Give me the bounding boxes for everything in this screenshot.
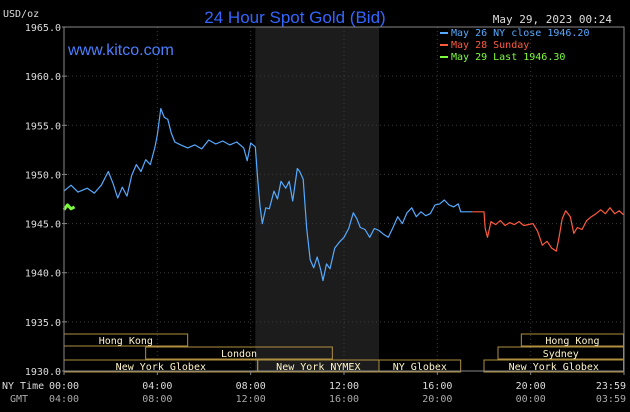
y-tick-label: 1955.0 bbox=[25, 121, 61, 132]
x-tick-label-ny: 12:00 bbox=[329, 381, 359, 392]
series-line bbox=[62, 203, 76, 211]
y-tick-label: 1950.0 bbox=[25, 170, 61, 181]
x-tick-label-ny: 20:00 bbox=[516, 381, 546, 392]
legend-label: May 29 Last 1946.30 bbox=[451, 52, 565, 63]
x-tick-label-gmt: 03:59 bbox=[596, 394, 626, 405]
session-label: London bbox=[221, 349, 257, 360]
session-label: New York NYMEX bbox=[276, 362, 360, 373]
nymex-shaded-region bbox=[255, 27, 379, 371]
timestamp: May 29, 2023 00:24 bbox=[493, 13, 613, 26]
x-tick-label-ny: 23:59 bbox=[596, 381, 626, 392]
x-tick-label-gmt: 08:00 bbox=[142, 394, 172, 405]
x-tick-label-ny: 04:00 bbox=[142, 381, 172, 392]
x-tick-label-gmt: 16:00 bbox=[329, 394, 359, 405]
chart-title: 24 Hour Spot Gold (Bid) bbox=[204, 8, 385, 27]
series-line bbox=[63, 108, 473, 282]
x-tick-label-ny: 08:00 bbox=[236, 381, 266, 392]
session-bar bbox=[378, 359, 462, 373]
session-label: Hong Kong bbox=[545, 336, 599, 347]
session-label: New York Globex bbox=[509, 362, 599, 373]
y-tick-label: 1945.0 bbox=[25, 220, 61, 231]
x-axis-label-ny: NY Time bbox=[2, 381, 44, 392]
nymex-shade-rect bbox=[255, 27, 379, 371]
y-tick-label: 1935.0 bbox=[25, 318, 61, 329]
y-tick-label: 1940.0 bbox=[25, 269, 61, 280]
legend-label: May 26 NY close 1946.20 bbox=[451, 28, 589, 39]
x-tick-label-ny: 00:00 bbox=[49, 381, 79, 392]
x-tick-label-gmt: 00:00 bbox=[516, 394, 546, 405]
watermark-url[interactable]: www.kitco.com bbox=[67, 42, 174, 59]
session-label: New York Globex bbox=[116, 362, 206, 373]
y-tick-label: 1965.0 bbox=[25, 23, 61, 34]
y-tick-label: 1930.0 bbox=[25, 367, 61, 378]
x-tick-label-gmt: 12:00 bbox=[236, 394, 266, 405]
session-label: Hong Kong bbox=[99, 336, 153, 347]
session-bar bbox=[145, 346, 333, 360]
x-tick-label-gmt: 20:00 bbox=[422, 394, 452, 405]
y-tick-label: 1960.0 bbox=[25, 72, 61, 83]
session-label: Sydney bbox=[543, 349, 579, 360]
x-axis-label-gmt: GMT bbox=[10, 394, 28, 405]
x-axis-ticks: 00:00 04:00 04:00 08:00 08:00 12:00 12:00 16:00… bbox=[49, 371, 626, 405]
y-axis-ticks: 1930.0 1935.0 1940.0 1945.0 1950.0 1955.0 1960… bbox=[25, 23, 67, 378]
session-label: NY Globex bbox=[393, 362, 447, 373]
unit-label: USD/oz bbox=[3, 9, 39, 20]
price-series bbox=[62, 108, 624, 282]
x-tick-label-gmt: 04:00 bbox=[49, 394, 79, 405]
legend-label: May 28 Sunday bbox=[451, 40, 529, 51]
series-line bbox=[472, 207, 624, 252]
x-tick-label-ny: 16:00 bbox=[422, 381, 452, 392]
